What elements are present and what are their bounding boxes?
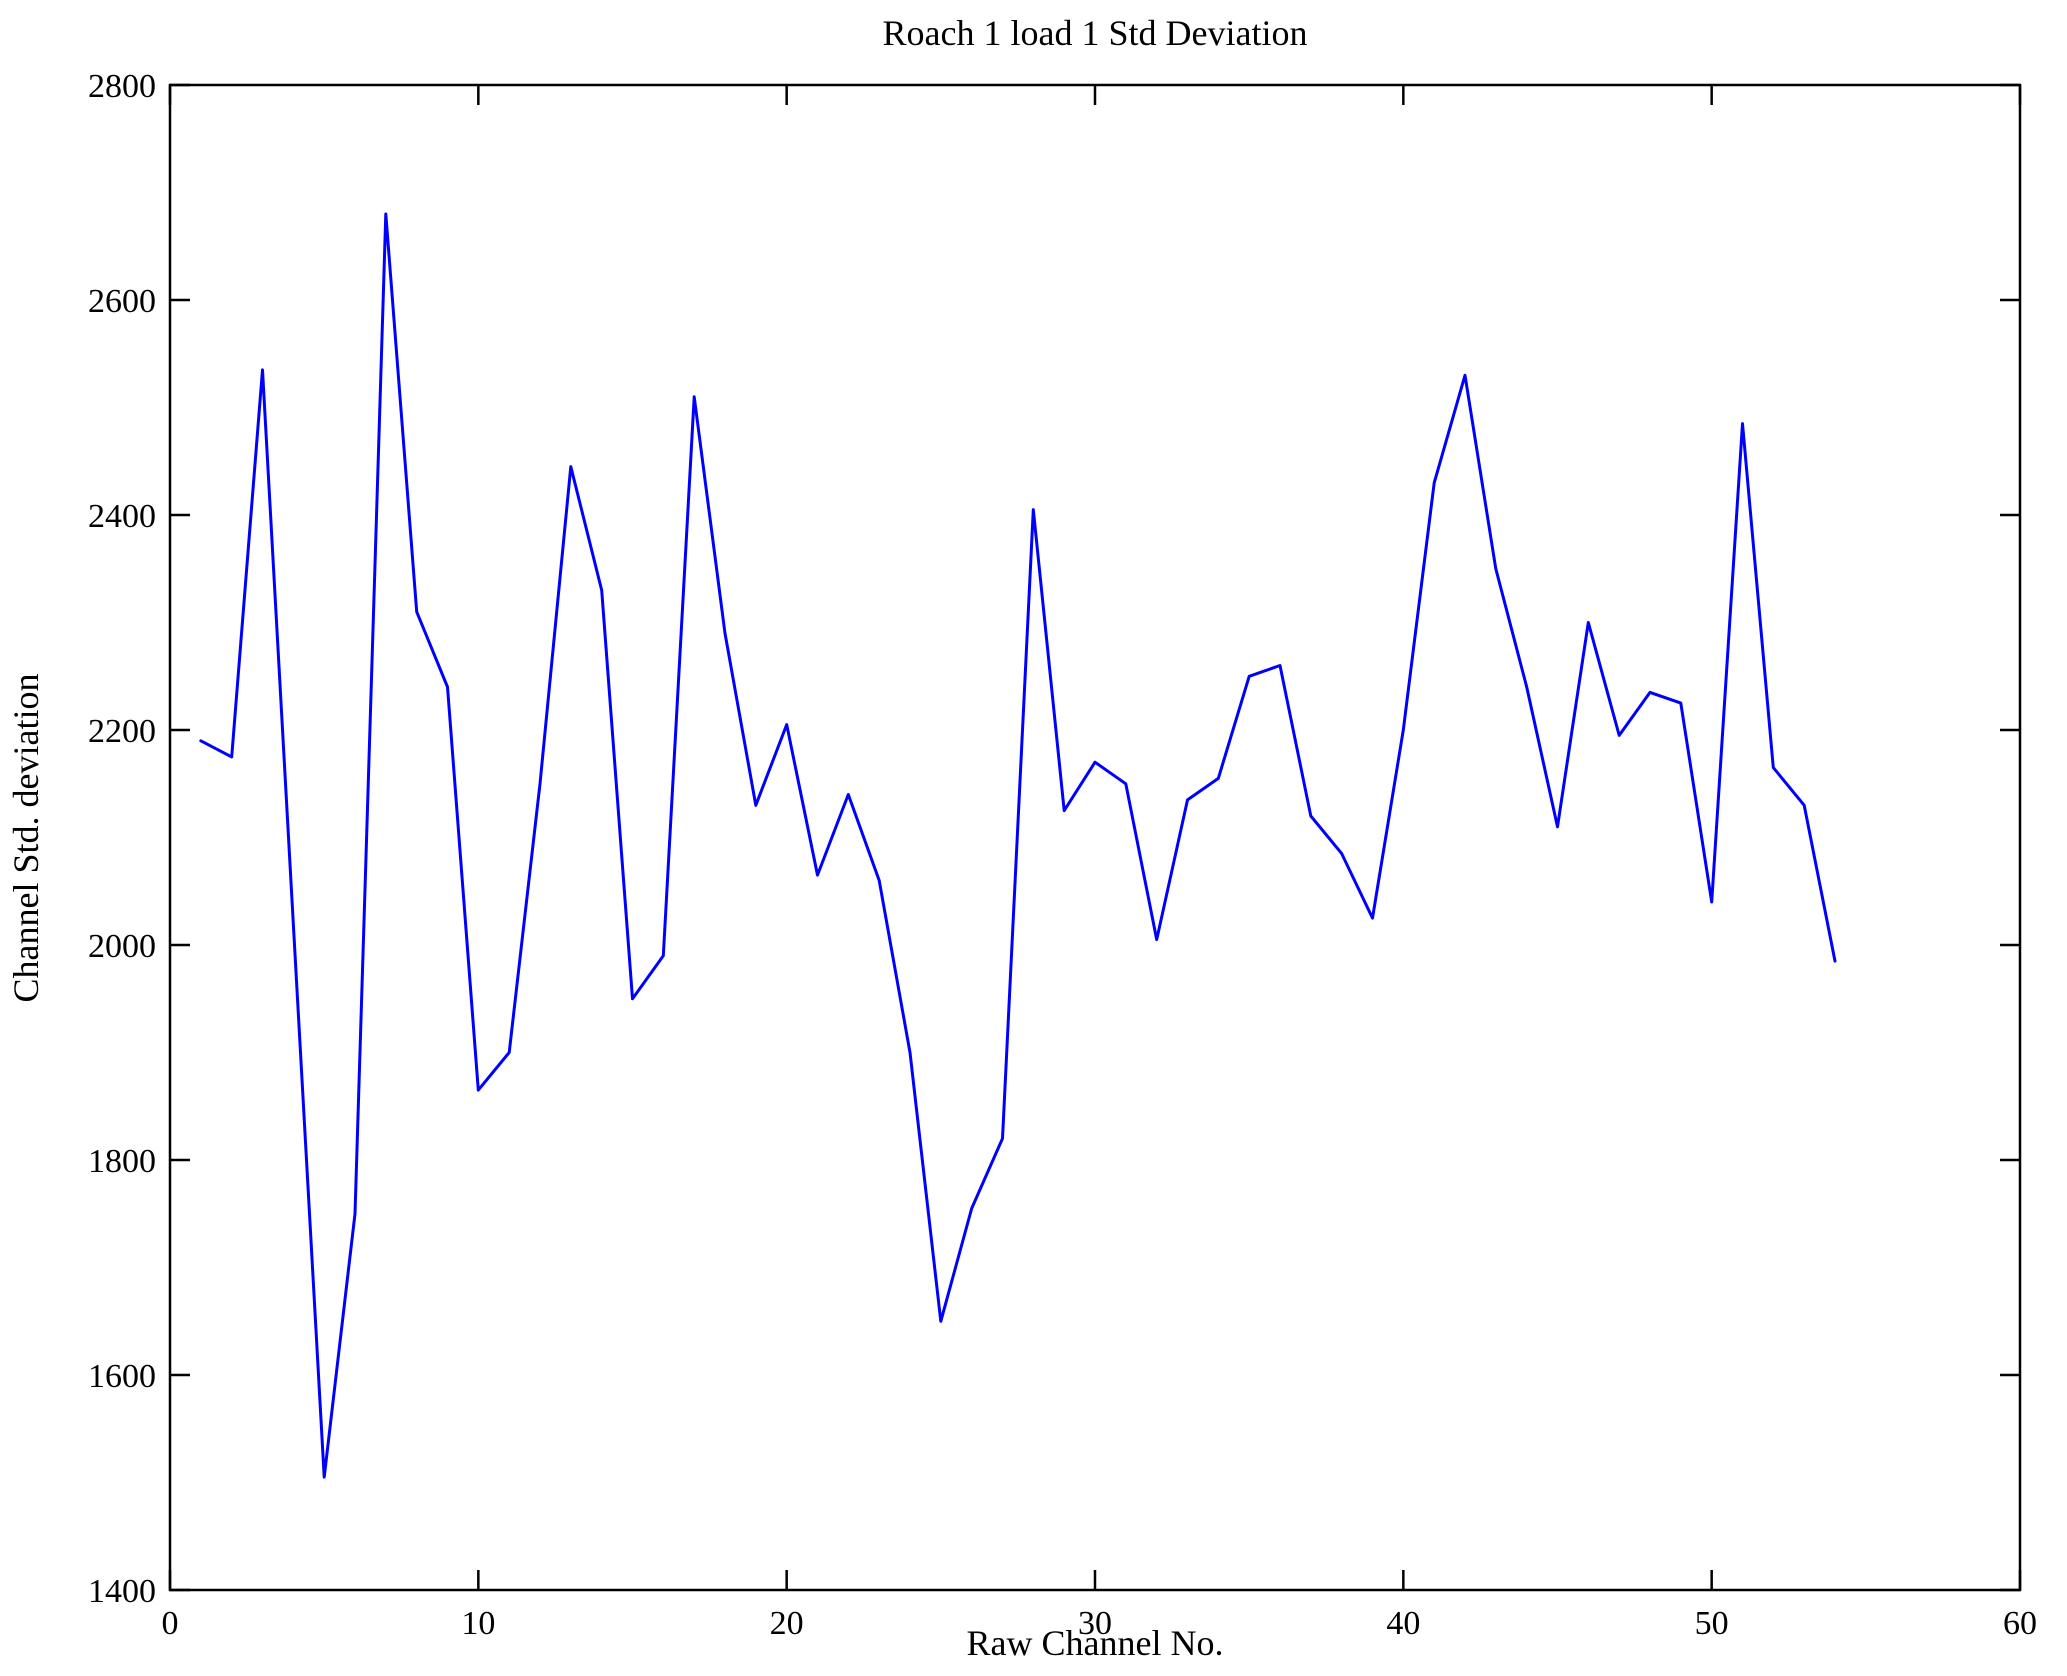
y-tick-label: 2600 (88, 283, 156, 320)
y-tick-label: 2800 (88, 68, 156, 105)
data-series (199, 212, 1837, 1479)
x-axis-label: Raw Channel No. (967, 1623, 1224, 1663)
axes-frame (168, 83, 2022, 1592)
x-tick-label: 60 (2003, 1605, 2037, 1642)
plot-frame (168, 83, 2022, 1592)
chart-title: Roach 1 load 1 Std Deviation (883, 13, 1308, 53)
y-tick-label: 2200 (88, 713, 156, 750)
x-tick-label: 40 (1386, 1605, 1420, 1642)
y-tick-label: 1400 (88, 1573, 156, 1610)
y-tick-label: 2400 (88, 498, 156, 535)
x-tick-label: 20 (770, 1605, 804, 1642)
y-tick-label: 1600 (88, 1358, 156, 1395)
y-tick-label: 1800 (88, 1143, 156, 1180)
tick-labels: 0 10 20 30 40 50 60 1400 1600 1800 2000 2200 2400 260… (88, 68, 2037, 1642)
x-tick-label: 0 (162, 1605, 179, 1642)
x-tick-label: 10 (461, 1605, 495, 1642)
y-tick-label: 2000 (88, 928, 156, 965)
axis-ticks (168, 83, 2022, 1592)
x-tick-label: 50 (1695, 1605, 1729, 1642)
x-tick-label: 30 (1078, 1605, 1112, 1642)
series-line (199, 212, 1837, 1479)
y-axis-label: Channel Std. deviation (6, 674, 46, 1003)
